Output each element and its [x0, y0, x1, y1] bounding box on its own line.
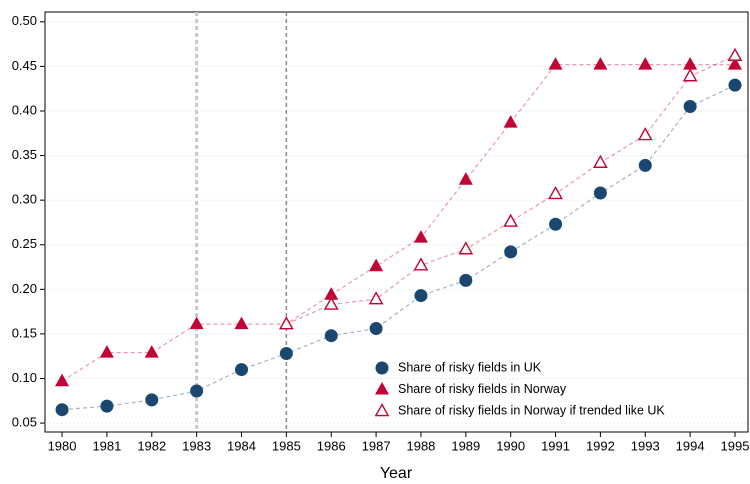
legend-marker	[375, 361, 389, 375]
x-tick-label: 1982	[137, 438, 166, 453]
data-point	[145, 393, 159, 407]
data-point	[593, 186, 607, 200]
data-point	[100, 399, 114, 413]
data-point	[548, 185, 563, 200]
data-point	[593, 57, 608, 70]
x-tick-label: 1983	[182, 438, 211, 453]
data-point	[728, 78, 742, 92]
y-tick-label: 0.15	[12, 325, 37, 340]
data-point	[413, 257, 429, 271]
x-tick-label: 1986	[317, 438, 346, 453]
data-point	[324, 329, 338, 343]
y-tick-label: 0.50	[12, 13, 37, 28]
y-tick-label: 0.20	[12, 281, 37, 296]
plot-frame	[44, 11, 749, 433]
data-point	[458, 241, 474, 255]
x-tick-label: 1980	[48, 438, 77, 453]
data-point	[99, 345, 114, 358]
y-tick-label: 0.45	[12, 58, 37, 73]
data-point	[234, 363, 248, 377]
data-point	[189, 316, 204, 330]
x-tick-label: 1985	[272, 438, 301, 453]
data-point	[144, 345, 159, 358]
legend-marker	[374, 403, 390, 417]
x-tick-label: 1993	[631, 438, 660, 453]
x-tick-label: 1981	[92, 438, 121, 453]
data-point	[593, 154, 608, 168]
data-point	[727, 47, 743, 61]
data-point	[638, 158, 652, 172]
data-point	[278, 316, 294, 330]
data-point	[638, 57, 653, 70]
x-tick-label: 1988	[406, 438, 435, 453]
data-point	[503, 213, 519, 227]
y-tick-label: 0.30	[12, 192, 37, 207]
series-line	[286, 55, 736, 325]
series-line	[61, 64, 735, 382]
y-tick-label: 0.40	[12, 102, 37, 117]
legend-label: Share of risky fields in Norway	[398, 382, 567, 396]
x-tick-label: 1990	[496, 438, 525, 453]
legend-label: Share of risky fields in Norway if trend…	[398, 403, 665, 417]
x-tick-label: 1987	[362, 438, 391, 453]
y-tick-label: 0.25	[12, 236, 37, 251]
x-tick-label: 1989	[451, 438, 480, 453]
y-tick-label: 0.35	[12, 147, 37, 162]
data-point	[727, 57, 743, 70]
x-tick-label: 1992	[586, 438, 615, 453]
data-point	[459, 273, 473, 287]
x-tick-label: 1994	[676, 438, 705, 453]
data-point	[504, 245, 518, 259]
y-tick-label: 0.10	[12, 370, 37, 385]
data-point	[368, 291, 384, 305]
data-point	[637, 127, 653, 141]
data-point	[279, 347, 293, 361]
data-point	[369, 322, 383, 336]
x-tick-label: 1995	[721, 438, 750, 453]
data-point	[414, 289, 428, 303]
data-point	[234, 316, 249, 330]
data-point	[55, 403, 69, 417]
data-point	[549, 217, 563, 231]
legend-marker	[374, 381, 390, 395]
data-point	[682, 68, 698, 82]
x-tick-label: 1991	[541, 438, 570, 453]
data-point	[458, 172, 473, 185]
data-point	[683, 100, 697, 114]
x-tick-label: 1984	[227, 438, 256, 453]
y-tick-label: 0.05	[12, 415, 37, 430]
data-point	[548, 57, 563, 70]
data-point	[369, 258, 384, 272]
data-point	[503, 115, 518, 128]
series-line	[62, 84, 736, 411]
data-point	[323, 296, 339, 310]
data-point	[55, 373, 70, 387]
legend-label: Share of risky fields in UK	[398, 360, 542, 374]
data-point	[413, 230, 428, 243]
data-point	[190, 384, 204, 398]
x-axis-label: Year	[380, 465, 413, 482]
